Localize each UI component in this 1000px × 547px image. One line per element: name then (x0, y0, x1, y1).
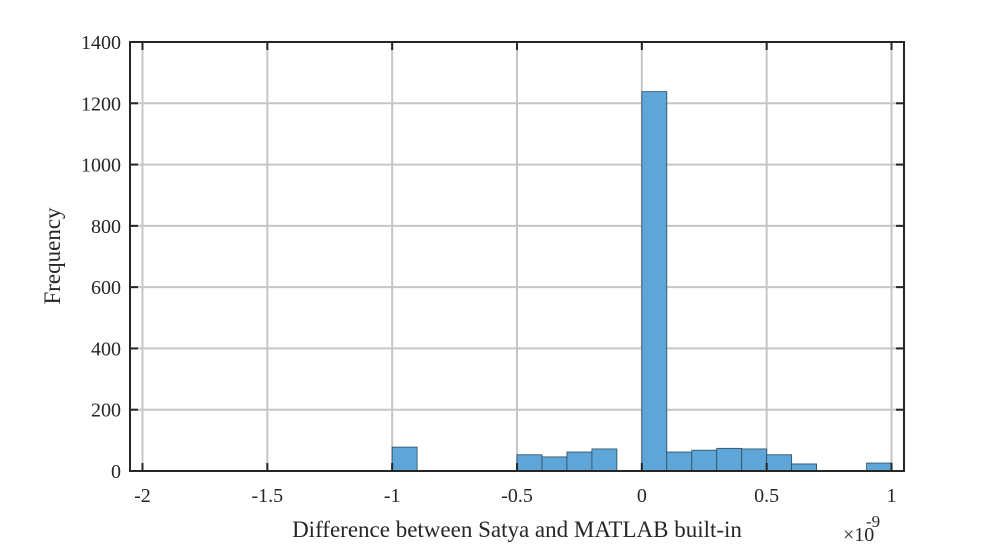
histogram-bar (766, 454, 793, 472)
histogram-bar (741, 448, 768, 472)
y-tick-label: 600 (91, 277, 121, 299)
y-tick-label: 1400 (81, 32, 121, 54)
y-tick-label: 0 (111, 461, 121, 483)
x-tick-label: -2 (134, 485, 151, 507)
y-tick-label: 800 (91, 216, 121, 238)
histogram-bar (791, 463, 818, 472)
histogram-bar (566, 451, 593, 472)
histogram-bar (666, 451, 693, 472)
y-tick-label: 1200 (81, 93, 121, 115)
x-exponent-power: -9 (866, 512, 880, 531)
axis-ticks (130, 41, 904, 472)
y-tick-label: 200 (91, 400, 121, 422)
x-tick-label: -1.5 (251, 485, 283, 507)
histogram-bar (591, 448, 618, 472)
y-tick-labels: 0 200 400 600 800 1000 1200 1400 (81, 32, 121, 483)
x-tick-label: 0 (637, 485, 647, 507)
x-axis-label: Difference between Satya and MATLAB buil… (292, 517, 742, 542)
histogram-bar (716, 447, 743, 472)
y-axis-label: Frequency (40, 207, 65, 305)
histogram-bar (866, 462, 892, 472)
x-tick-labels: -2 -1.5 -1 -0.5 0 0.5 1 (134, 485, 896, 507)
histogram-bar (391, 446, 418, 472)
histogram-bar (541, 456, 568, 472)
x-tick-label: 0.5 (754, 485, 779, 507)
histogram-bar (691, 449, 718, 472)
x-tick-label: 1 (887, 485, 897, 507)
y-tick-label: 1000 (81, 155, 121, 177)
histogram-bars (391, 91, 892, 472)
grid-lines (130, 41, 904, 472)
histogram-bar (516, 454, 543, 472)
histogram-bar (641, 91, 668, 472)
x-exponent-base: ×10 (843, 524, 874, 546)
x-axis-exponent: ×10 -9 (843, 512, 880, 546)
y-tick-label: 400 (91, 338, 121, 360)
x-tick-label: -0.5 (501, 485, 533, 507)
x-tick-label: -1 (384, 485, 401, 507)
